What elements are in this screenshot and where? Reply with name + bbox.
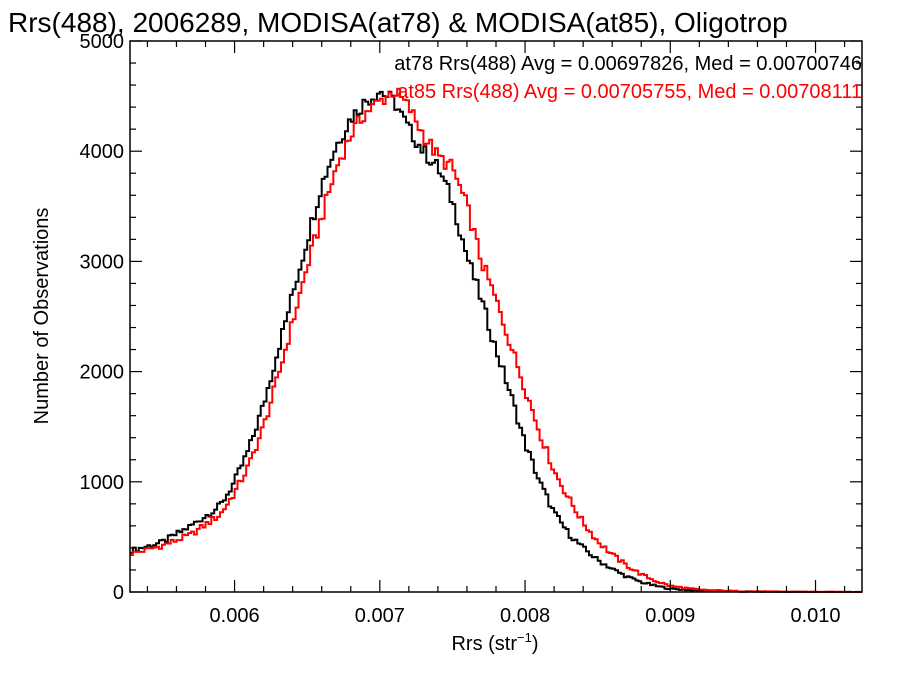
plot-frame bbox=[129, 40, 863, 593]
x-tick-label: 0.008 bbox=[500, 605, 550, 627]
legend-entry-at85: at85 Rrs(488) Avg = 0.00705755, Med = 0.… bbox=[397, 81, 862, 103]
y-tick-label: 1000 bbox=[80, 472, 125, 494]
y-tick-label: 4000 bbox=[80, 141, 125, 163]
chart-title: Rrs(488), 2006289, MODISA(at78) & MODISA… bbox=[8, 7, 788, 38]
series-layer bbox=[130, 87, 862, 593]
y-tick-label: 3000 bbox=[80, 251, 125, 273]
ticks-layer: 0.006 0.007 0.008 0.009 0.010 0 1000 2000 3000 40… bbox=[80, 31, 862, 627]
x-axis-label-close: ) bbox=[532, 633, 539, 655]
y-axis-label: Number of Observations bbox=[31, 208, 53, 425]
plot-area: 0.006 0.007 0.008 0.009 0.010 0 1000 2000 3000 40… bbox=[80, 31, 863, 627]
series-line-at85 bbox=[130, 87, 862, 593]
legend-entry-at78: at78 Rrs(488) Avg = 0.00697826, Med = 0.… bbox=[394, 53, 862, 75]
y-tick-label: 0 bbox=[113, 582, 124, 604]
y-tick-label: 2000 bbox=[80, 362, 125, 384]
x-axis-label: Rrs (str−1) bbox=[451, 630, 538, 655]
x-axis-label-superscript: −1 bbox=[517, 630, 532, 645]
x-tick-label: 0.007 bbox=[355, 605, 405, 627]
x-tick-label: 0.009 bbox=[645, 605, 695, 627]
x-axis-label-main: Rrs (str bbox=[451, 633, 517, 655]
series-line-at78 bbox=[130, 90, 862, 593]
x-tick-label: 0.010 bbox=[790, 605, 840, 627]
x-tick-label: 0.006 bbox=[210, 605, 260, 627]
y-tick-label: 5000 bbox=[80, 31, 125, 53]
